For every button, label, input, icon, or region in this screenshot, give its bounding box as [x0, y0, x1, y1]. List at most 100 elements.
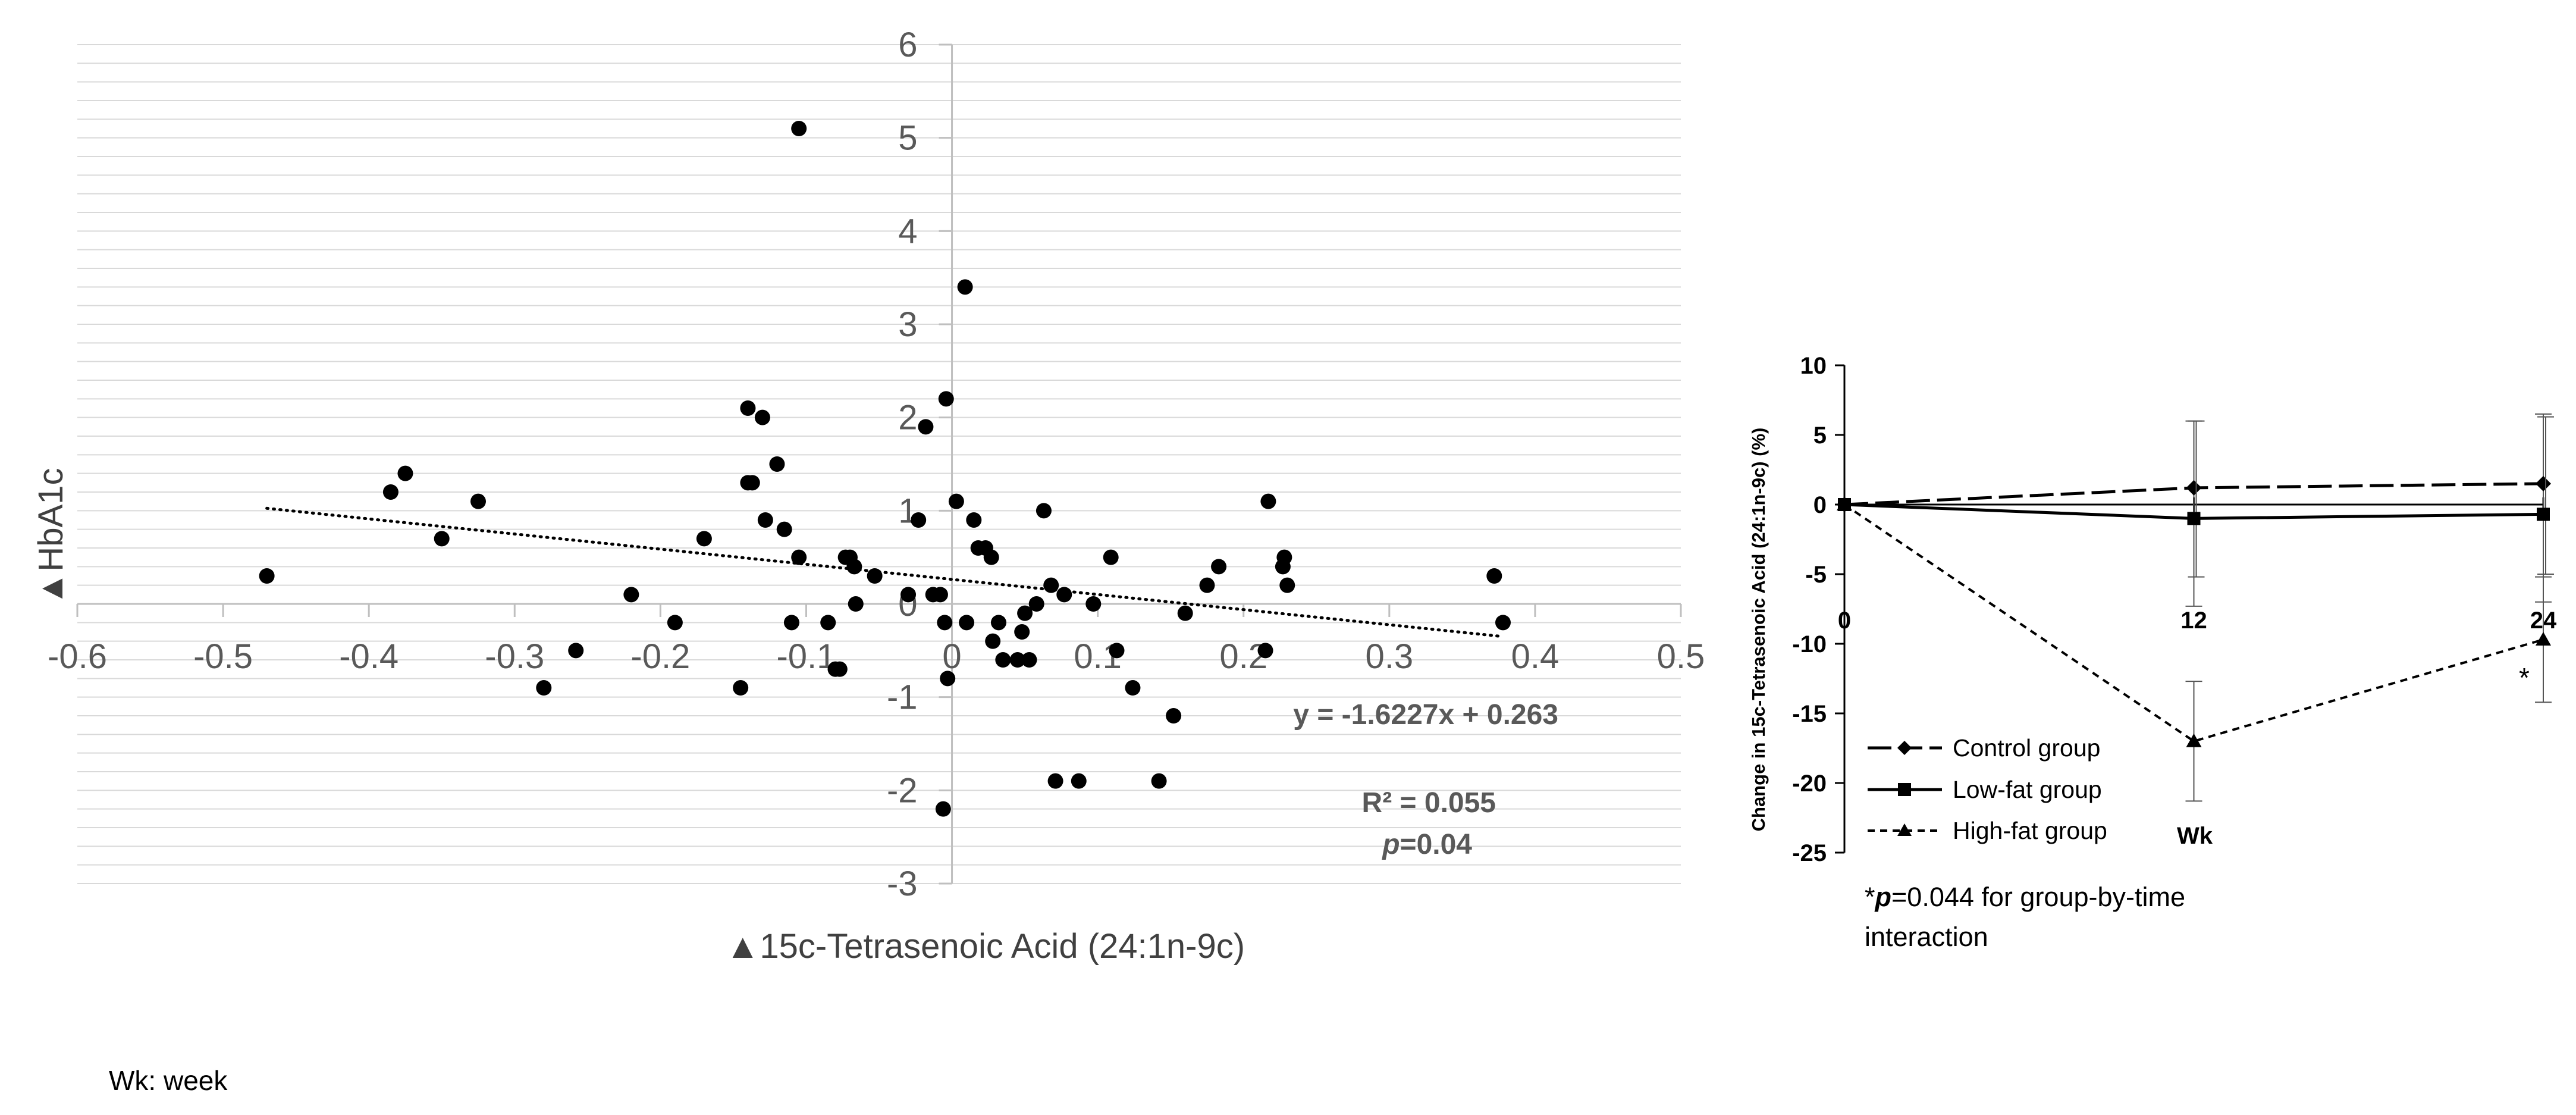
scatter-point	[846, 559, 862, 575]
scatter-point	[1056, 587, 1072, 603]
scatter-point	[966, 512, 982, 528]
line-chart-y-tick-label: -10	[1792, 631, 1827, 657]
scatter-point	[1036, 503, 1052, 519]
scatter-x-tick-label: 0.3	[1365, 637, 1413, 676]
line-series-high-fat-group	[1837, 497, 2552, 802]
scatter-point	[791, 121, 807, 136]
scatter-x-tick-label: -0.5	[193, 637, 253, 676]
legend-label-high-fat: High-fat group	[1953, 817, 2107, 844]
trendline-equation: y = -1.6227x + 0.263	[1293, 699, 1558, 731]
scatter-y-axis-title: ▲HbA1c	[32, 468, 70, 606]
scatter-point	[959, 615, 975, 631]
line-chart-y-axis-title: Change in 15c-Tetrasenoic Acid (24:1n-9c…	[1748, 428, 1769, 832]
scatter-point	[832, 661, 848, 677]
scatter-point	[1177, 605, 1193, 621]
scatter-point	[791, 549, 807, 565]
legend-label-low-fat: Low-fat group	[1953, 776, 2102, 803]
scatter-chart: -0.6 -0.5 -0.4 -0.3 -0.2 -0.1 0 0.1 0.2 0.3 0.4 0.5…	[32, 26, 1705, 966]
scatter-point	[935, 801, 951, 817]
scatter-point	[1276, 549, 1292, 565]
scatter-y-tick-label: 5	[898, 119, 917, 158]
diamond-marker-icon	[1897, 741, 1912, 755]
triangle-marker	[1837, 497, 1852, 510]
scatter-x-tick-label: -0.2	[630, 637, 690, 676]
scatter-point	[911, 512, 927, 528]
scatter-point	[623, 587, 639, 603]
scatter-gridlines	[77, 44, 1681, 884]
scatter-point	[1486, 568, 1502, 584]
scatter-x-tick-label: 0.5	[1657, 637, 1705, 676]
scatter-point	[1043, 577, 1059, 593]
scatter-point	[1279, 577, 1295, 593]
footnote-star: *	[1865, 882, 1875, 912]
scatter-trendline-path	[265, 506, 1501, 638]
scatter-point	[536, 680, 552, 696]
scatter-point	[985, 633, 1001, 649]
legend-item-low-fat: Low-fat group	[1868, 776, 2102, 803]
significance-asterisk: *	[2519, 662, 2530, 693]
legend-item-high-fat: High-fat group	[1868, 817, 2107, 844]
line-chart-y-tick-label: -25	[1792, 840, 1827, 866]
scatter-point	[983, 549, 999, 565]
scatter-point	[900, 587, 917, 603]
scatter-point	[696, 531, 712, 547]
scatter-y-tick-label: -1	[887, 678, 918, 717]
scatter-point	[397, 465, 413, 481]
scatter-y-tick-label: -2	[887, 771, 918, 810]
line-chart-y-tick-label: -15	[1792, 701, 1827, 727]
scatter-point	[382, 484, 399, 500]
legend-item-control: Control group	[1868, 734, 2100, 762]
line-chart-y-tick-label: 10	[1800, 353, 1827, 379]
diamond-marker	[2536, 475, 2551, 491]
scatter-point	[740, 400, 756, 416]
scatter-x-axis-title: ▲15c-Tetrasenoic Acid (24:1n-9c)	[726, 927, 1245, 966]
scatter-point	[1257, 643, 1273, 659]
scatter-point	[1151, 773, 1167, 789]
scatter-x-tick-label: -0.3	[485, 637, 544, 676]
scatter-x-tick-label: 0.4	[1511, 637, 1560, 676]
scatter-point	[867, 568, 883, 584]
legend-label-control: Control group	[1953, 734, 2100, 762]
scatter-y-tick-label: 6	[898, 26, 917, 64]
scatter-point	[1109, 643, 1125, 659]
scatter-y-tick-label: 4	[898, 212, 917, 250]
scatter-point	[937, 615, 953, 631]
scatter-point	[940, 671, 956, 687]
scatter-point	[769, 456, 785, 472]
triangle-marker-icon	[1897, 823, 1912, 836]
scatter-point	[744, 475, 760, 491]
scatter-point	[1125, 680, 1141, 696]
scatter-x-tick-labels: -0.6 -0.5 -0.4 -0.3 -0.2 -0.1 0 0.1 0.2 0.3 0.4 0.5	[48, 637, 1705, 676]
square-marker	[2187, 512, 2201, 525]
series-line	[1843, 503, 2544, 743]
triangle-marker	[2186, 733, 2202, 747]
p-value-number: =0.04	[1400, 829, 1473, 860]
scatter-x-tick-label: 0	[942, 637, 961, 676]
scatter-point	[1009, 652, 1025, 668]
scatter-point	[1047, 773, 1063, 789]
line-chart-y-tick-label: 5	[1813, 422, 1827, 449]
line-chart-y-tick-labels: 10 5 0 -5 -10 -15 -20 -25	[1792, 353, 1827, 866]
scatter-point	[1017, 605, 1033, 621]
scatter-point	[1211, 559, 1227, 575]
line-chart-legend: Control group Low-fat group High-fat gro…	[1868, 734, 2107, 844]
diamond-marker	[2186, 480, 2202, 496]
scatter-axes	[76, 43, 1682, 885]
scatter-point	[957, 279, 973, 295]
scatter-point	[1166, 708, 1182, 724]
scatter-point	[259, 568, 275, 584]
line-chart-x-axis-title: Wk	[2177, 823, 2213, 849]
triangle-marker	[2536, 631, 2551, 646]
week-abbreviation-note: Wk: week	[109, 1065, 228, 1096]
line-chart-x-tick-label: 0	[1838, 607, 1851, 634]
scatter-points	[259, 121, 1511, 817]
scatter-point	[1021, 652, 1037, 668]
p-value-label: p=0.04	[1381, 829, 1472, 860]
group-time-footnote-line2: interaction	[1865, 922, 1988, 952]
line-chart-series	[1837, 413, 2554, 802]
line-series-low-fat-group	[1838, 416, 2554, 578]
